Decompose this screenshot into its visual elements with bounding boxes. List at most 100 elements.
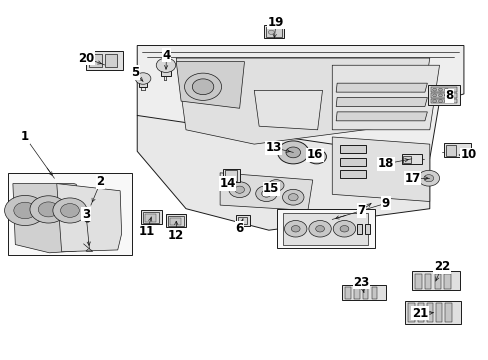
Circle shape <box>156 58 175 72</box>
Circle shape <box>38 202 59 217</box>
Bar <box>356 224 361 234</box>
Circle shape <box>228 182 250 198</box>
Polygon shape <box>176 58 429 144</box>
Circle shape <box>332 221 355 237</box>
Bar <box>417 303 423 322</box>
Bar <box>169 218 180 225</box>
Bar <box>168 216 183 226</box>
Bar <box>339 170 366 178</box>
Bar <box>403 156 410 163</box>
Bar <box>426 303 432 322</box>
Text: 6: 6 <box>235 222 243 235</box>
Bar <box>444 274 450 289</box>
Text: 4: 4 <box>162 49 170 62</box>
Bar <box>341 285 385 300</box>
Polygon shape <box>137 116 429 230</box>
Polygon shape <box>254 90 322 130</box>
Circle shape <box>288 194 298 201</box>
Bar <box>365 224 369 234</box>
Bar <box>424 274 430 289</box>
Circle shape <box>284 221 306 237</box>
Circle shape <box>192 79 213 95</box>
Text: 14: 14 <box>219 177 235 190</box>
Circle shape <box>255 186 277 202</box>
Polygon shape <box>176 62 244 108</box>
Bar <box>265 27 282 37</box>
Polygon shape <box>13 184 79 253</box>
Circle shape <box>291 226 300 232</box>
Circle shape <box>306 149 326 164</box>
Bar <box>407 303 414 322</box>
Bar <box>282 213 367 244</box>
Bar <box>446 145 455 156</box>
Text: 16: 16 <box>306 148 323 161</box>
Polygon shape <box>331 137 429 202</box>
Text: 9: 9 <box>381 197 389 210</box>
Bar <box>445 303 451 322</box>
Circle shape <box>268 30 274 35</box>
Polygon shape <box>220 173 312 211</box>
Circle shape <box>432 88 436 91</box>
Text: 19: 19 <box>267 16 284 29</box>
Bar <box>401 154 421 164</box>
Circle shape <box>432 100 436 103</box>
Circle shape <box>184 73 221 100</box>
Text: 11: 11 <box>139 225 155 238</box>
Circle shape <box>438 94 442 97</box>
Polygon shape <box>335 83 427 92</box>
Text: 20: 20 <box>78 51 94 64</box>
Text: 17: 17 <box>404 172 420 185</box>
Bar <box>371 287 376 299</box>
Bar <box>434 274 440 289</box>
Bar <box>411 271 459 291</box>
Circle shape <box>285 147 300 158</box>
Circle shape <box>339 226 348 232</box>
Polygon shape <box>331 65 439 130</box>
Bar <box>264 25 284 39</box>
Bar <box>414 274 421 289</box>
Bar <box>444 143 470 157</box>
Bar <box>8 173 132 255</box>
Bar <box>141 210 161 224</box>
Bar <box>89 54 102 67</box>
Circle shape <box>84 218 90 222</box>
Text: 12: 12 <box>168 229 184 242</box>
Bar <box>430 93 456 98</box>
Circle shape <box>417 170 439 186</box>
Text: 15: 15 <box>263 183 279 195</box>
Text: 22: 22 <box>433 260 449 273</box>
Polygon shape <box>57 184 122 252</box>
Circle shape <box>438 100 442 103</box>
Polygon shape <box>137 45 463 180</box>
Bar <box>427 85 459 105</box>
Circle shape <box>308 221 330 237</box>
Bar <box>277 209 374 248</box>
Bar <box>237 217 247 225</box>
Bar <box>139 81 147 87</box>
Text: 2: 2 <box>97 175 104 188</box>
Bar <box>104 54 117 67</box>
Circle shape <box>423 175 433 182</box>
Bar <box>166 214 185 227</box>
Bar <box>339 145 366 153</box>
Polygon shape <box>335 98 427 107</box>
Text: 1: 1 <box>21 130 29 144</box>
Circle shape <box>277 141 308 164</box>
Bar <box>430 99 456 103</box>
Text: 23: 23 <box>353 276 369 289</box>
Text: 18: 18 <box>377 157 393 170</box>
Bar <box>144 215 156 222</box>
Text: 7: 7 <box>357 204 365 217</box>
Bar <box>430 87 456 92</box>
Bar <box>435 303 442 322</box>
Text: 8: 8 <box>444 89 452 102</box>
Text: 3: 3 <box>82 208 90 221</box>
Circle shape <box>135 73 151 84</box>
Bar <box>143 212 159 223</box>
Bar <box>86 50 122 69</box>
Circle shape <box>234 186 244 193</box>
Bar <box>345 287 350 299</box>
Circle shape <box>30 196 67 223</box>
Circle shape <box>53 198 87 223</box>
Circle shape <box>4 195 45 226</box>
